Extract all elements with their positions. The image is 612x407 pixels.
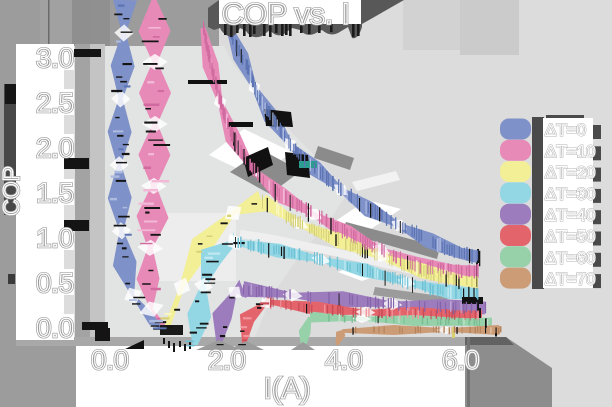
svg-text:0.0: 0.0 [36,313,74,343]
svg-text:ΔT=70: ΔT=70 [545,270,596,289]
svg-text:ΔT=40: ΔT=40 [545,206,596,225]
svg-text:ΔT=60: ΔT=60 [545,248,596,267]
svg-text:0.5: 0.5 [36,268,74,298]
svg-text:COP vs. I: COP vs. I [222,0,350,31]
svg-text:0.5: 0.5 [36,268,74,298]
svg-text:4.0: 4.0 [325,345,363,375]
svg-text:2.0: 2.0 [36,133,74,163]
svg-text:1.5: 1.5 [36,178,74,208]
svg-text:6.0: 6.0 [442,345,480,375]
svg-text:ΔT=50: ΔT=50 [545,227,596,246]
svg-text:I(A): I(A) [264,373,311,405]
svg-text:2.5: 2.5 [36,88,74,118]
svg-text:ΔT=20: ΔT=20 [545,163,596,182]
svg-text:I(A): I(A) [264,373,311,405]
svg-text:ΔT=60: ΔT=60 [545,248,596,267]
svg-text:2.5: 2.5 [36,88,74,118]
svg-text:ΔT=40: ΔT=40 [545,206,596,225]
svg-text:ΔT=10: ΔT=10 [545,142,596,161]
svg-text:6.0: 6.0 [442,345,480,375]
svg-text:0.0: 0.0 [36,313,74,343]
svg-text:1.0: 1.0 [36,223,74,253]
svg-text:1.5: 1.5 [36,178,74,208]
svg-text:ΔT=70: ΔT=70 [545,270,596,289]
svg-text:COP: COP [0,166,24,216]
svg-text:ΔT=50: ΔT=50 [545,227,596,246]
svg-text:0.0: 0.0 [91,345,129,375]
svg-text:2.0: 2.0 [208,345,246,375]
svg-text:ΔT=0: ΔT=0 [545,121,586,140]
svg-text:3.0: 3.0 [36,43,74,73]
svg-text:ΔT=20: ΔT=20 [545,163,596,182]
svg-text:ΔT=10: ΔT=10 [545,142,596,161]
svg-text:ΔT=30: ΔT=30 [545,184,596,203]
svg-text:3.0: 3.0 [36,43,74,73]
svg-text:ΔT=0: ΔT=0 [545,121,586,140]
svg-text:ΔT=30: ΔT=30 [545,184,596,203]
svg-text:0.0: 0.0 [91,345,129,375]
svg-text:COP: COP [0,166,24,216]
svg-text:COP vs. I: COP vs. I [222,0,350,31]
svg-text:1.0: 1.0 [36,223,74,253]
svg-text:4.0: 4.0 [325,345,363,375]
svg-text:2.0: 2.0 [208,345,246,375]
svg-text:2.0: 2.0 [36,133,74,163]
